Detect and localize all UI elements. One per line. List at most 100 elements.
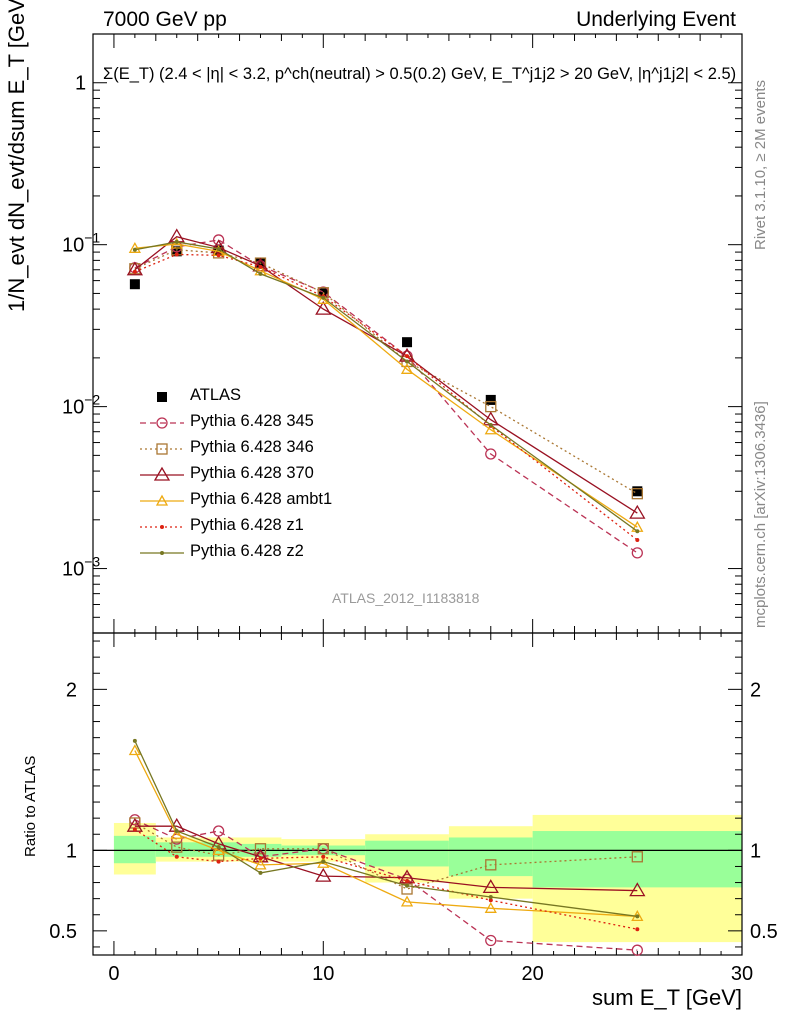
main-point-atlas — [129, 279, 140, 290]
ratio-line-p370 — [134, 825, 638, 892]
main-point-atlas — [632, 486, 643, 497]
ratio-point-z1 — [321, 854, 326, 859]
ratio-point-z1 — [132, 827, 137, 832]
legend-symbol — [153, 466, 171, 481]
ratio-point-p346 — [254, 843, 267, 855]
y-tick-label: 1 — [75, 73, 86, 95]
legend-marker-z2 — [140, 551, 184, 555]
legend-marker-ambt1 — [140, 494, 184, 506]
legend-label: ATLAS — [190, 386, 242, 404]
legend-item: Pythia 6.428 370 — [140, 462, 400, 488]
ratio-point-z2 — [321, 859, 326, 864]
ratio-point-p345 — [212, 825, 225, 837]
plot-frames — [92, 33, 743, 956]
ratio-axis-title: Ratio to ATLAS — [22, 755, 39, 857]
main-line-p346 — [134, 249, 638, 495]
main-line-ambt1 — [134, 243, 638, 528]
legend-marker-atlas — [157, 392, 167, 402]
ratio-point-p346 — [485, 859, 497, 871]
legend-symbol — [160, 525, 164, 529]
main-series-z1 — [132, 252, 640, 543]
main-point-z2 — [258, 271, 263, 276]
main-line-p370 — [134, 236, 638, 514]
ratio-y-tick-label-right: 2 — [750, 679, 761, 701]
ratio-y-tick-label-right: 0.5 — [750, 921, 778, 943]
legend-label: Pythia 6.428 z2 — [190, 542, 304, 560]
axis-ticks: 0 10 20 30 10−3 10−2 10−1 1 0.5 0.5 1 1 2 2 — [49, 33, 778, 985]
main-point-z2 — [488, 423, 493, 428]
main-point-z2 — [216, 247, 221, 252]
y-tick-label: 10−3 — [62, 554, 100, 581]
ratio-point-p346 — [171, 841, 183, 853]
ratio-point-ambt1 — [128, 744, 141, 756]
ratio-line-ambt1 — [134, 750, 638, 918]
ratio-point-ambt1 — [212, 844, 225, 855]
main-point-z1 — [216, 253, 221, 258]
legend-label: Pythia 6.428 370 — [190, 464, 314, 482]
plot-annotation: Σ(E_T) (2.4 < |η| < 3.2, p^ch(neutral) >… — [103, 65, 737, 83]
main-point-z2 — [174, 239, 179, 244]
ratio-point-p370 — [482, 879, 499, 894]
ratio-point-z1 — [174, 854, 179, 859]
ratio-point-z2 — [216, 845, 221, 850]
main-point-z1 — [174, 252, 179, 257]
ratio-y-tick-label-right: 1 — [750, 840, 761, 862]
ratio-point-p370 — [629, 882, 646, 897]
legend: ATLAS Pythia 6.428 345 Pythia 6.428 346 … — [140, 384, 400, 566]
y-tick-label: 10−2 — [62, 392, 100, 419]
main-point-z1 — [635, 538, 640, 543]
y-axis-title: 1/N_evt dN_evt/dsum E_T [GeV^-1] — [4, 0, 29, 312]
ratio-line-z2 — [134, 740, 638, 918]
ratio-series-z2 — [132, 738, 640, 919]
ratio-point-p346 — [631, 851, 643, 863]
legend-label: Pythia 6.428 346 — [190, 438, 314, 456]
main-line-z2 — [134, 241, 638, 532]
ratio-point-z1 — [258, 856, 263, 861]
header-collision: 7000 GeV pp — [103, 8, 227, 31]
legend-item: Pythia 6.428 z1 — [140, 514, 400, 540]
legend-symbol — [156, 417, 168, 429]
ratio-point-z1 — [488, 898, 493, 903]
header-process: Underlying Event — [576, 8, 736, 31]
main-point-p345 — [212, 234, 225, 246]
y-tick-label: 10−1 — [62, 230, 100, 257]
ratio-point-ambt1 — [170, 827, 183, 839]
ratio-series-z1 — [132, 827, 640, 932]
ratio-point-z2 — [258, 870, 263, 875]
x-axis-title: sum E_T [GeV] — [592, 985, 742, 1010]
main-point-p370 — [126, 261, 144, 276]
main-point-atlas — [485, 394, 496, 405]
ratio-point-z1 — [216, 859, 221, 864]
main-point-z2 — [635, 529, 640, 534]
legend-item: Pythia 6.428 ambt1 — [140, 488, 400, 514]
data-series — [126, 228, 646, 956]
ratio-point-p370 — [252, 848, 269, 863]
ratio-point-z2 — [635, 914, 640, 919]
main-point-z2 — [132, 247, 137, 252]
ratio-point-p346 — [317, 843, 329, 855]
ratio-y-tick-label: 2 — [66, 679, 77, 701]
x-tick-label: 10 — [312, 963, 334, 985]
x-tick-label: 30 — [731, 963, 753, 985]
analysis-watermark: ATLAS_2012_I1183818 — [332, 590, 480, 606]
main-point-ambt1 — [400, 362, 414, 374]
legend-symbol — [156, 443, 168, 455]
ratio-point-p370 — [315, 867, 332, 882]
main-point-ambt1 — [484, 423, 497, 435]
main-point-z1 — [132, 269, 137, 274]
main-point-p346 — [631, 488, 643, 500]
main-point-ambt1 — [317, 292, 330, 304]
ratio-line-p345 — [134, 819, 638, 951]
ratio-y-tick-label: 0.5 — [49, 921, 77, 943]
main-point-p370 — [629, 504, 646, 519]
ratio-point-z2 — [132, 738, 137, 743]
main-point-z2 — [405, 359, 410, 364]
legend-label: Pythia 6.428 z1 — [190, 516, 304, 534]
legend-item: ATLAS — [140, 384, 400, 410]
x-tick-label: 0 — [108, 963, 119, 985]
main-point-z2 — [321, 295, 326, 300]
ratio-point-z1 — [635, 927, 640, 932]
ratio-point-z2 — [405, 883, 410, 888]
green-band — [113, 835, 156, 864]
